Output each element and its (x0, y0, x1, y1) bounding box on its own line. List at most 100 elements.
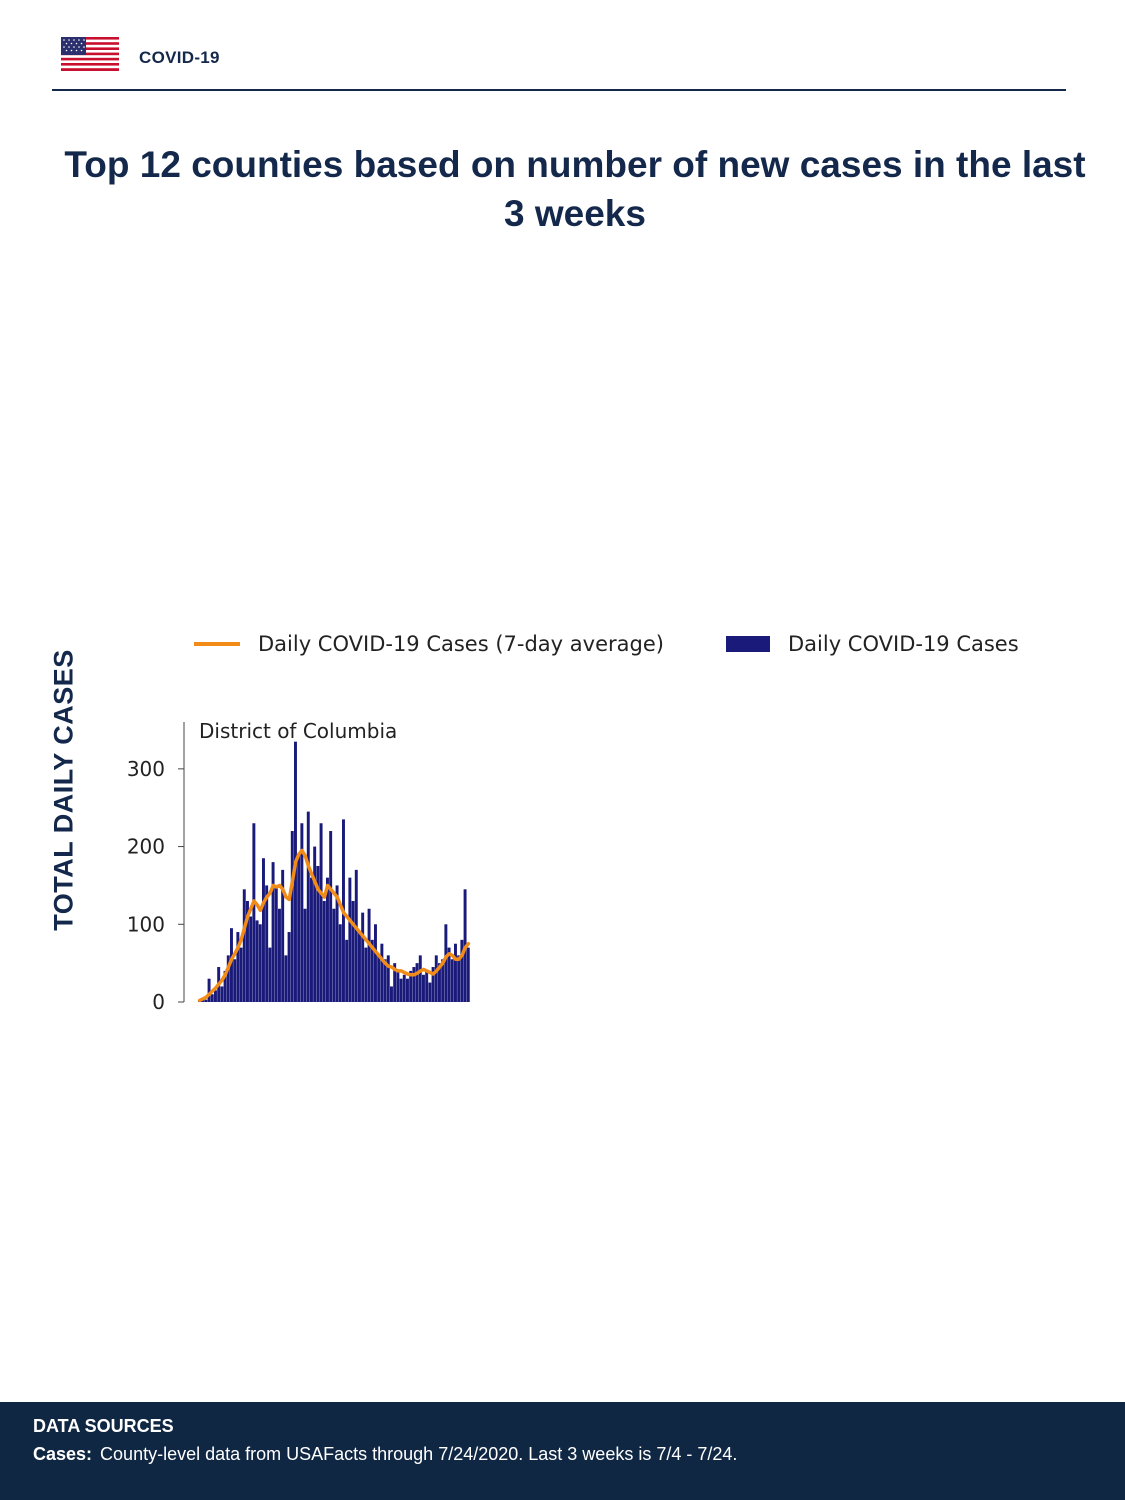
daily-cases-bar (319, 823, 323, 1002)
daily-cases-bar (418, 955, 422, 1002)
page-header: COVID-19 (0, 0, 1125, 95)
y-axis-title-wrap: TOTAL DAILY CASES (44, 645, 84, 935)
daily-cases-bar (457, 955, 461, 1002)
daily-cases-bar (210, 994, 214, 1002)
daily-cases-bar (454, 943, 457, 1002)
daily-cases-bar (406, 978, 409, 1002)
daily-cases-bar (246, 900, 249, 1002)
chart-panel: 0 100 200 300 District of Columbia (110, 710, 510, 1020)
daily-cases-bar (313, 846, 317, 1002)
daily-cases-bar (236, 932, 240, 1002)
footer: DATA SOURCES Cases: County-level data fro… (0, 1402, 1125, 1500)
daily-cases-bar (322, 900, 326, 1002)
daily-cases-bar (354, 869, 358, 1002)
chart-svg: 0 100 200 300 District of Columbia (127, 719, 471, 1014)
daily-cases-bar (351, 900, 355, 1002)
daily-cases-bar (278, 908, 281, 1002)
daily-cases-bar (422, 974, 425, 1002)
daily-cases-bar (466, 947, 470, 1002)
daily-cases-bar (374, 924, 377, 1002)
seven-day-average-line (197, 848, 471, 1003)
daily-cases-bar (377, 955, 381, 1002)
chart-title: District of Columbia (199, 719, 397, 743)
daily-cases-bar (444, 924, 448, 1002)
daily-cases-bar (326, 877, 329, 1002)
daily-cases-bar (412, 967, 416, 1002)
daily-cases-bar (220, 986, 224, 1002)
daily-cases-bar (306, 811, 310, 1002)
daily-cases-bar (249, 916, 253, 1002)
daily-cases-bar (396, 970, 400, 1002)
y-tick-label: 200 (127, 835, 165, 859)
daily-cases-bar (239, 947, 243, 1002)
daily-cases-bar (380, 943, 384, 1002)
daily-cases-bar (450, 959, 454, 1002)
daily-cases-bar (242, 889, 246, 1002)
y-tick-label: 100 (127, 912, 165, 936)
daily-cases-bar (441, 959, 445, 1002)
daily-cases-bar (409, 970, 413, 1002)
legend-label-average: Daily COVID-19 Cases (7-day average) (258, 632, 664, 656)
daily-cases-bar (415, 963, 419, 1002)
legend-bar-swatch (726, 636, 770, 652)
legend-line-swatch (194, 642, 240, 646)
daily-cases-bar (329, 831, 333, 1002)
daily-cases-bar (402, 974, 406, 1002)
daily-cases-bar (310, 877, 313, 1002)
daily-cases-bar (447, 947, 451, 1002)
daily-cases-bar (316, 866, 320, 1002)
daily-cases-bar (207, 978, 211, 1002)
daily-cases-bar (214, 990, 217, 1002)
daily-cases-bar (431, 967, 435, 1002)
header-title: COVID-19 (139, 48, 220, 67)
daily-cases-bar (265, 885, 269, 1002)
daily-cases-bar (233, 959, 237, 1002)
daily-cases-bar (300, 823, 304, 1002)
daily-cases-bar (345, 939, 349, 1002)
daily-cases-bar (281, 869, 285, 1002)
daily-cases-bar (287, 932, 291, 1002)
daily-cases-bar (332, 908, 336, 1002)
daily-cases-bar (258, 924, 262, 1002)
footer-cases-label: Cases: (33, 1444, 93, 1464)
daily-cases-bar (386, 955, 390, 1002)
footer-heading: DATA SOURCES (33, 1416, 174, 1436)
daily-cases-bar (290, 831, 294, 1002)
footer-cases-text: County-level data from USAFacts through … (100, 1444, 738, 1464)
daily-cases-bar (399, 978, 403, 1002)
daily-cases-bar (438, 963, 441, 1002)
daily-cases-bar (271, 862, 275, 1002)
chart-legend: Daily COVID-19 Cases (7-day average) Dai… (190, 626, 1050, 662)
daily-cases-bar (255, 920, 259, 1002)
daily-cases-bar (230, 928, 233, 1002)
us-flag-icon (61, 37, 119, 71)
daily-cases-bar (383, 959, 387, 1002)
daily-cases-bar (460, 939, 464, 1002)
daily-cases-bar (367, 908, 371, 1002)
page-title: Top 12 counties based on number of new c… (64, 144, 1086, 234)
daily-cases-bar (223, 970, 227, 1002)
daily-cases-bar (434, 955, 438, 1002)
daily-cases-bar (274, 885, 278, 1002)
daily-cases-bar (348, 877, 352, 1002)
y-axis-title: TOTAL DAILY CASES (48, 649, 79, 931)
daily-cases-bar (428, 982, 432, 1002)
daily-cases-bar (361, 912, 365, 1002)
daily-cases-bar (358, 932, 361, 1002)
y-tick-label: 0 (152, 990, 165, 1014)
daily-cases-bar (303, 908, 307, 1002)
daily-cases-bar (268, 947, 272, 1002)
legend-item-average: Daily COVID-19 Cases (7-day average) (194, 626, 664, 662)
daily-cases-bar (335, 885, 339, 1002)
daily-cases-bar (252, 823, 256, 1002)
daily-cases-bar (393, 963, 397, 1002)
daily-cases-bar (297, 854, 301, 1002)
y-tick-label: 300 (127, 757, 165, 781)
daily-cases-bar (338, 924, 342, 1002)
daily-cases-bar (390, 986, 393, 1002)
daily-cases-bar (425, 970, 429, 1002)
header-divider (52, 89, 1066, 91)
daily-cases-bar (284, 955, 288, 1002)
legend-item-daily: Daily COVID-19 Cases (726, 626, 1019, 662)
footer-cases-line: Cases: County-level data from USAFacts th… (33, 1444, 737, 1465)
